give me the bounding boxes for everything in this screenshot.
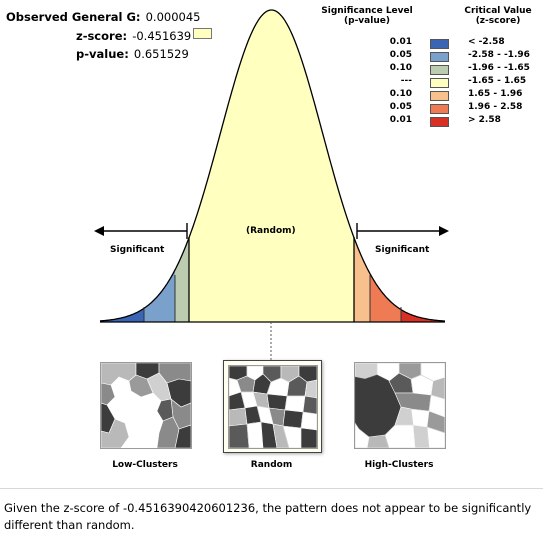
legend-row: 0.10 -1.96 - -1.65 [389,63,530,75]
legend-row: --- -1.65 - 1.65 [400,76,527,88]
pvalue-value: 0.651529 [133,47,189,61]
high-clusters-label: High-Clusters [364,460,434,470]
high-clusters-thumbnail [354,362,446,449]
random-thumbnail-frame [223,360,322,453]
zscore-swatch [193,28,212,39]
random-map [229,366,317,448]
random-thumbnail [228,365,318,449]
legend-swatch [430,78,449,88]
left-arrow-head-icon [94,226,104,236]
region-high-10 [354,10,370,322]
general-g-label: Observed General G: [6,10,141,24]
region-low-01b [108,10,144,322]
zscore-value: -0.451639 [132,29,192,43]
pvalue-label: p-value: [76,47,129,61]
legend-row: 0.01 > 2.58 [389,115,501,127]
random-thumbnail-label: Random [250,460,293,470]
footer-divider [0,488,543,489]
legend-swatch [430,117,449,127]
random-label: (Random) [246,226,296,236]
right-arrow-head-icon [439,226,449,236]
right-significant-label: Significant [375,245,430,255]
region-low-01 [100,10,108,322]
region-random [189,10,354,322]
stats-panel: Observed General G: 0.000045 z-score: -0… [6,6,206,62]
region-low-10 [175,10,189,322]
legend-row: 0.05 -2.58 - -1.96 [389,50,530,62]
sig-level-header: Significance Level (p-value) [321,6,413,26]
legend-row: 0.10 1.65 - 1.96 [389,89,523,101]
legend-swatch [430,39,449,49]
region-high-01 [401,10,445,322]
bell-curve [94,9,449,360]
left-significant-label: Significant [110,245,165,255]
legend-swatch [430,65,449,75]
legend-table: 0.01 < -2.58 0.05 -2.58 - -1.96 0.10 -1.… [378,37,538,128]
low-clusters-label: Low-Clusters [112,460,178,470]
legend-swatch [430,52,449,62]
critical-value-header: Critical Value (z-score) [464,6,532,26]
legend-swatch [430,104,449,114]
legend-swatch [430,91,449,101]
low-clusters-map [101,363,191,448]
region-low-05 [144,10,175,322]
high-clusters-map [355,363,445,448]
zscore-label: z-score: [76,29,128,43]
general-g-value: 0.000045 [145,10,201,24]
legend-row: 0.01 < -2.58 [389,37,505,49]
result-message: Given the z-score of -0.4516390420601236… [4,501,532,532]
low-clusters-thumbnail [100,362,192,449]
legend-row: 0.05 1.96 - 2.58 [389,102,523,114]
curve-outline [99,9,445,322]
